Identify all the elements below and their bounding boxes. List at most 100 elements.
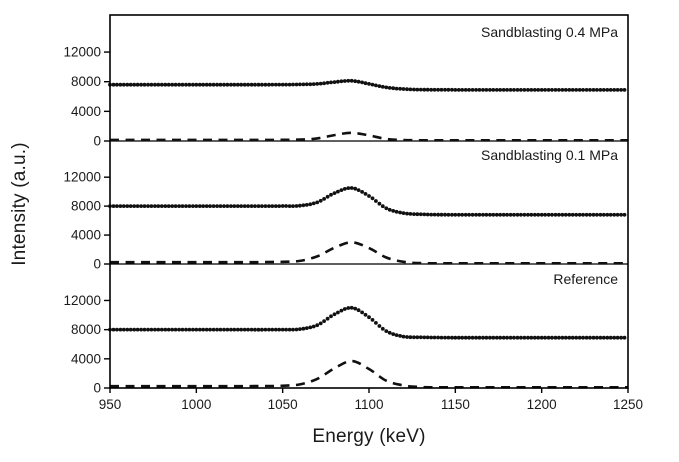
data-point-marker — [432, 212, 437, 217]
data-point-marker — [588, 88, 592, 92]
data-point-marker — [619, 335, 623, 340]
dotted-marker-curve — [108, 186, 627, 217]
data-point-marker — [218, 82, 223, 87]
data-point-marker — [273, 327, 278, 332]
data-point-marker — [153, 82, 157, 87]
data-point-marker — [270, 327, 275, 332]
data-point-marker — [197, 82, 202, 87]
data-point-marker — [353, 186, 358, 191]
data-point-marker — [567, 88, 572, 92]
data-point-marker — [294, 204, 299, 208]
data-point-marker — [522, 212, 527, 217]
data-point-marker — [536, 335, 541, 340]
data-point-marker — [115, 82, 119, 87]
data-point-marker — [546, 88, 551, 92]
data-point-marker — [522, 335, 527, 340]
data-point-marker — [311, 324, 316, 329]
data-point-marker — [197, 204, 202, 209]
data-point-marker — [353, 306, 358, 311]
data-point-marker — [132, 327, 137, 332]
data-point-marker — [546, 335, 551, 340]
data-point-marker — [208, 204, 213, 209]
data-point-marker — [498, 212, 503, 217]
data-point-marker — [481, 212, 485, 217]
data-point-marker — [391, 86, 396, 91]
data-point-marker — [467, 212, 471, 217]
data-point-marker — [273, 204, 278, 209]
data-point-marker — [505, 212, 509, 217]
data-point-marker — [191, 204, 195, 209]
data-point-marker — [588, 212, 592, 217]
data-point-marker — [494, 335, 499, 340]
data-point-marker — [339, 188, 344, 193]
data-point-marker — [446, 87, 451, 92]
data-point-marker — [184, 204, 188, 209]
data-point-marker — [315, 82, 320, 86]
data-point-marker — [605, 88, 610, 92]
data-point-marker — [581, 212, 585, 217]
data-point-marker — [505, 88, 509, 92]
data-point-marker — [304, 203, 309, 207]
data-point-marker — [494, 88, 499, 92]
data-point-marker — [591, 212, 596, 217]
data-point-marker — [584, 88, 589, 92]
data-point-marker — [218, 327, 223, 332]
data-point-marker — [325, 316, 330, 321]
x-tick-label: 1000 — [181, 397, 211, 412]
data-point-marker — [570, 88, 575, 92]
data-point-marker — [211, 327, 216, 332]
data-point-marker — [425, 87, 430, 92]
data-point-marker — [450, 335, 454, 340]
data-point-marker — [353, 79, 358, 84]
data-point-marker — [488, 335, 492, 340]
data-point-marker — [336, 79, 340, 84]
data-point-marker — [301, 203, 306, 208]
data-point-marker — [557, 212, 561, 217]
y-tick-label: 0 — [93, 134, 101, 149]
data-point-marker — [456, 212, 461, 217]
data-point-marker — [322, 81, 326, 86]
data-point-marker — [560, 212, 565, 217]
data-point-marker — [298, 203, 302, 208]
data-point-marker — [156, 327, 161, 332]
data-point-marker — [595, 212, 599, 217]
data-point-marker — [360, 310, 364, 315]
data-point-marker — [557, 335, 561, 340]
data-point-marker — [287, 327, 292, 332]
data-point-marker — [111, 204, 116, 209]
panel-label-reference: Reference — [553, 271, 618, 287]
data-point-marker — [132, 82, 137, 87]
data-point-marker — [208, 327, 213, 332]
data-point-marker — [342, 79, 347, 83]
data-point-marker — [194, 82, 199, 87]
data-point-marker — [529, 212, 534, 217]
data-point-marker — [515, 212, 520, 217]
data-point-marker — [443, 335, 447, 340]
data-point-marker — [111, 327, 116, 332]
data-point-marker — [356, 308, 361, 313]
data-point-marker — [191, 82, 195, 87]
data-point-marker — [577, 212, 582, 217]
data-point-marker — [225, 204, 230, 209]
data-point-marker — [235, 327, 240, 332]
data-point-marker — [346, 186, 351, 191]
data-point-marker — [557, 88, 561, 92]
data-point-marker — [612, 88, 617, 92]
data-point-marker — [339, 308, 344, 313]
data-point-marker — [436, 212, 440, 217]
data-point-marker — [194, 327, 199, 332]
data-point-marker — [394, 333, 399, 337]
y-tick-label: 0 — [93, 381, 101, 396]
data-point-marker — [543, 88, 547, 92]
y-tick-label: 8000 — [71, 322, 101, 337]
data-point-marker — [308, 202, 313, 207]
data-point-marker — [498, 335, 503, 340]
data-point-marker — [439, 87, 444, 92]
data-point-marker — [415, 335, 420, 340]
data-point-marker — [553, 212, 558, 217]
data-point-marker — [422, 212, 427, 217]
data-point-marker — [191, 327, 195, 332]
data-point-marker — [118, 327, 123, 332]
data-point-marker — [177, 327, 182, 332]
data-point-marker — [363, 192, 368, 196]
